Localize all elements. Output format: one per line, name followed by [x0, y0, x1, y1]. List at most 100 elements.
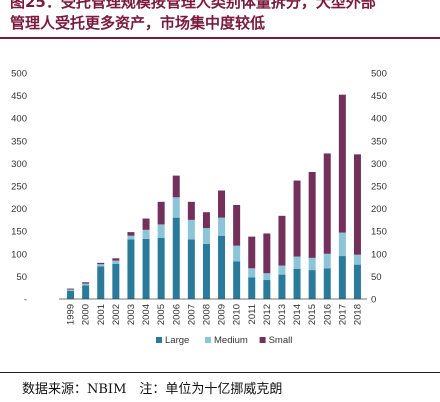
bar-large-2004 [142, 238, 150, 299]
y-tick-label-left: 300 [11, 159, 27, 170]
bar-large-2014 [293, 268, 301, 299]
x-tick-label: 1999 [66, 304, 77, 325]
figure-title-line1-clipped: 图25：受托管理规模按管理人类别体量拆分，大型外部 [0, 0, 440, 11]
bar-small-2010 [233, 204, 241, 246]
legend-swatch-large [156, 337, 162, 343]
bar-medium-2014 [293, 256, 301, 269]
bar-large-2012 [263, 280, 271, 299]
legend-label-small: Small [269, 335, 293, 346]
x-tick-label: 2001 [96, 304, 107, 325]
legend-swatch-small [259, 337, 266, 343]
bar-medium-2009 [218, 217, 226, 236]
x-tick-label: 2010 [232, 304, 243, 325]
x-tick-label: 2006 [171, 304, 182, 325]
bar-large-2015 [308, 270, 316, 299]
figure-title-line2: 管理人受托更多资产，市场集中度较低 [10, 14, 266, 32]
bar-large-2011 [248, 277, 256, 299]
bar-medium-2000 [82, 283, 90, 286]
y-tick-label-left: 150 [11, 227, 27, 238]
x-tick-label: 2009 [217, 304, 228, 325]
x-tick-label: 2018 [352, 304, 363, 325]
y-tick-label-right: 150 [371, 227, 387, 238]
bar-large-2008 [202, 243, 210, 299]
legend-label-medium: Medium [214, 335, 248, 346]
bar-medium-2016 [323, 253, 331, 269]
bar-large-2013 [278, 274, 286, 299]
y-tick-label-right: 0 [371, 295, 376, 306]
bar-medium-2017 [338, 232, 346, 257]
y-tick-label-right: 100 [371, 249, 387, 260]
y-tick-label-left: 50 [16, 272, 27, 283]
bar-medium-2001 [97, 264, 105, 267]
y-tick-label-right: 250 [371, 182, 387, 193]
y-tick-label-left: 450 [11, 91, 27, 102]
y-tick-label-right: 50 [371, 272, 382, 283]
bar-small-2007 [187, 201, 195, 220]
y-tick-label-left: 250 [11, 182, 27, 193]
y-tick-label-left: 500 [11, 69, 27, 80]
stacked-bar-chart: - 0 50 50 100 100 150 150 200 200 250 250 300 300 350 3… [11, 69, 387, 347]
bar-small-2012 [263, 233, 271, 274]
x-tick-label: 2014 [292, 304, 303, 325]
bar-large-2006 [172, 217, 180, 299]
source-note: 数据来源：NBIM 注：单位为十亿挪威克朗 [22, 382, 283, 397]
x-tick-label: 2004 [141, 304, 152, 325]
bar-small-2014 [293, 180, 301, 257]
x-tick-label: 2013 [277, 304, 288, 325]
y-tick-label-right: 450 [371, 91, 387, 102]
bar-medium-2013 [278, 265, 286, 275]
bar-small-2000 [82, 282, 90, 284]
footer-divider [0, 372, 440, 373]
bar-medium-2010 [233, 245, 241, 262]
figure-title-line1: 图25：受托管理规模按管理人类别体量拆分，大型外部 [10, 0, 376, 11]
legend-swatch-medium [205, 337, 211, 343]
bar-small-2005 [157, 201, 165, 225]
bar-large-2000 [82, 285, 90, 299]
y-tick-label-right: 200 [371, 204, 387, 215]
bar-medium-2005 [157, 224, 165, 238]
bar-small-2006 [172, 175, 180, 198]
bar-small-2001 [97, 262, 105, 265]
bar-small-2008 [202, 212, 210, 229]
bar-small-2013 [278, 215, 286, 266]
bar-small-2017 [338, 94, 346, 233]
bar-medium-2003 [127, 235, 135, 240]
bar-medium-2004 [142, 229, 150, 239]
x-tick-label: 2002 [111, 304, 122, 325]
bar-large-2005 [157, 237, 165, 299]
bar-small-2011 [248, 236, 256, 269]
bar-medium-2012 [263, 273, 271, 281]
bar-medium-2007 [187, 219, 195, 240]
bar-large-2016 [323, 268, 331, 299]
y-tick-label-left: 400 [11, 114, 27, 125]
y-tick-label-right: 400 [371, 114, 387, 125]
y-tick-label-left: 100 [11, 249, 27, 260]
y-tick-label-right: 300 [371, 159, 387, 170]
y-tick-label-left: - [24, 295, 27, 306]
bar-medium-1999 [67, 289, 75, 291]
x-tick-label: 2005 [156, 304, 167, 325]
legend-label-large: Large [165, 335, 189, 346]
x-tick-label: 2016 [322, 304, 333, 325]
bar-small-2003 [127, 232, 135, 236]
title-divider [0, 37, 440, 39]
bar-small-2015 [308, 171, 316, 258]
x-tick-label: 2015 [307, 304, 318, 325]
bar-large-2009 [218, 235, 226, 299]
bar-large-2003 [127, 239, 135, 299]
bar-medium-2002 [112, 260, 120, 264]
bar-small-2002 [112, 258, 120, 261]
bar-medium-2006 [172, 197, 180, 218]
y-tick-label-left: 350 [11, 136, 27, 147]
y-tick-label-right: 350 [371, 136, 387, 147]
bar-medium-2011 [248, 268, 256, 278]
x-tick-label: 2017 [337, 304, 348, 325]
x-tick-label: 2000 [81, 304, 92, 325]
bar-large-2002 [112, 263, 120, 299]
x-tick-label: 2012 [262, 304, 273, 325]
bar-medium-2008 [202, 228, 210, 244]
x-tick-label: 2011 [247, 304, 258, 324]
x-tick-label: 2008 [201, 304, 212, 325]
bar-medium-2015 [308, 257, 316, 271]
bar-large-2017 [338, 256, 346, 299]
